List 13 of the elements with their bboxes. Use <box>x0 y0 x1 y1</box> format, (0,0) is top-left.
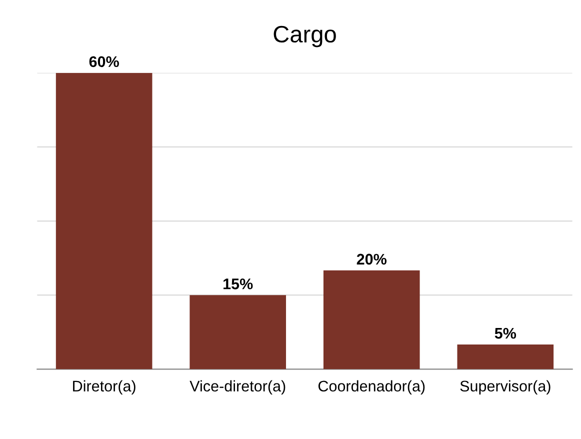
data-label: 15% <box>224 278 253 290</box>
bar <box>457 344 554 370</box>
data-label: 20% <box>356 254 387 265</box>
chart-title: Cargo <box>274 26 336 48</box>
data-label: 5% <box>494 328 516 339</box>
bar <box>56 72 152 370</box>
x-tick-label: Diretor(a) <box>73 380 136 395</box>
bar <box>190 295 286 370</box>
x-tick-label: Coordenador(a) <box>318 380 425 395</box>
bar <box>323 270 420 370</box>
x-tick-label: Vice-diretor(a) <box>190 380 286 395</box>
x-tick-label: Supervisor(a) <box>460 380 550 395</box>
data-label: 60% <box>89 56 119 68</box>
